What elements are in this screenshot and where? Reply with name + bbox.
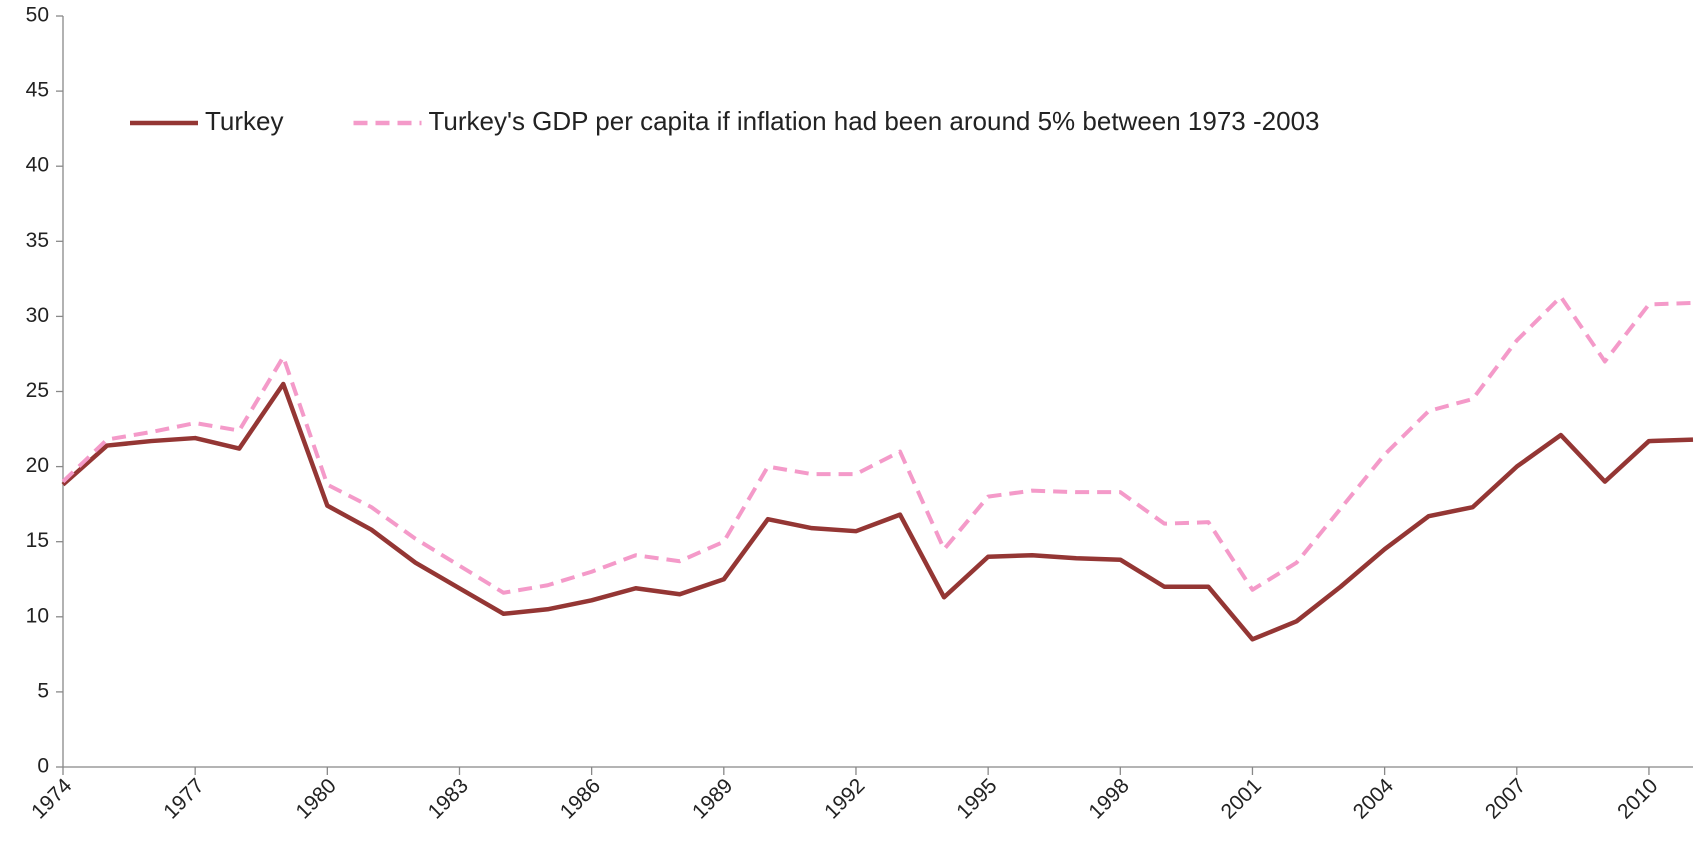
- y-tick-label: 35: [26, 229, 49, 252]
- x-tick-label: 1989: [688, 774, 737, 823]
- y-tick-label: 50: [26, 4, 49, 27]
- x-tick-label: 2010: [1613, 774, 1662, 823]
- x-tick-label: 1983: [424, 774, 473, 823]
- y-tick-label: 0: [37, 755, 49, 778]
- x-tick-label: 1998: [1084, 774, 1133, 823]
- y-tick-label: 45: [26, 79, 49, 102]
- legend-label: Turkey's GDP per capita if inflation had…: [429, 106, 1320, 136]
- y-tick-label: 30: [26, 304, 49, 327]
- x-tick-label: 1980: [291, 774, 340, 823]
- legend-label: Turkey: [205, 106, 284, 136]
- y-tick-label: 20: [26, 454, 49, 477]
- x-tick-label: 2004: [1349, 774, 1399, 824]
- x-tick-label: 1995: [952, 774, 1001, 823]
- y-tick-label: 40: [26, 154, 49, 177]
- x-tick-label: 1986: [556, 774, 605, 823]
- y-tick-label: 15: [26, 529, 49, 552]
- series-line: [61, 294, 1694, 595]
- y-tick-label: 25: [26, 379, 49, 402]
- x-tick-label: 1992: [820, 774, 869, 823]
- y-tick-label: 10: [26, 604, 49, 627]
- series-line: [61, 381, 1694, 642]
- x-tick-label: 1974: [27, 774, 77, 824]
- x-tick-label: 2007: [1481, 774, 1530, 823]
- x-tick-label: 1977: [159, 774, 208, 823]
- y-tick-label: 5: [37, 679, 49, 702]
- x-tick-label: 2001: [1217, 774, 1266, 823]
